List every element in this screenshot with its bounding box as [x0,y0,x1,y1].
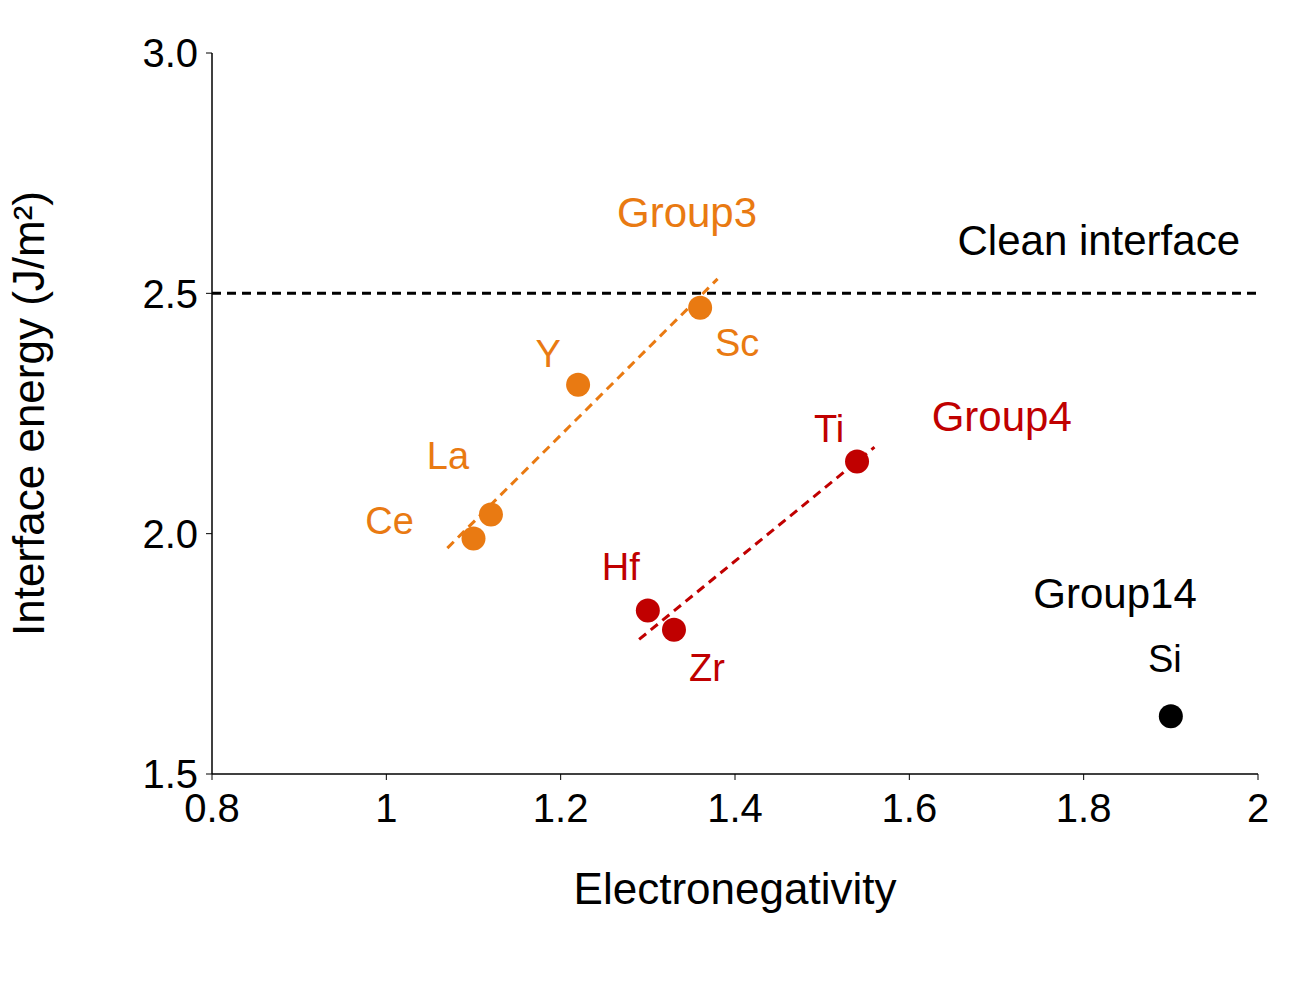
svg-text:3.0: 3.0 [142,31,198,75]
svg-text:1.5: 1.5 [142,752,198,796]
svg-text:La: La [427,435,470,477]
svg-text:Interface energy (J/m²): Interface energy (J/m²) [8,191,53,636]
svg-text:Group14: Group14 [1033,570,1196,617]
svg-text:1.6: 1.6 [882,786,938,830]
svg-text:Ti: Ti [814,408,844,450]
svg-text:Sc: Sc [715,322,759,364]
svg-text:Y: Y [535,333,560,375]
svg-text:2.0: 2.0 [142,512,198,556]
svg-text:Group3: Group3 [617,189,757,236]
svg-text:Si: Si [1148,638,1182,680]
svg-text:1.4: 1.4 [707,786,763,830]
svg-text:Clean interface: Clean interface [958,217,1241,264]
svg-text:Group4: Group4 [932,393,1072,440]
svg-text:2: 2 [1247,786,1269,830]
svg-text:Ce: Ce [365,500,414,542]
svg-text:Zr: Zr [689,647,725,689]
svg-text:Hf: Hf [602,546,640,588]
svg-text:2.5: 2.5 [142,272,198,316]
svg-text:Electronegativity: Electronegativity [574,864,897,913]
svg-text:1: 1 [375,786,397,830]
svg-text:0.8: 0.8 [184,786,240,831]
svg-text:1.2: 1.2 [533,786,589,830]
svg-text:1.8: 1.8 [1056,786,1112,830]
